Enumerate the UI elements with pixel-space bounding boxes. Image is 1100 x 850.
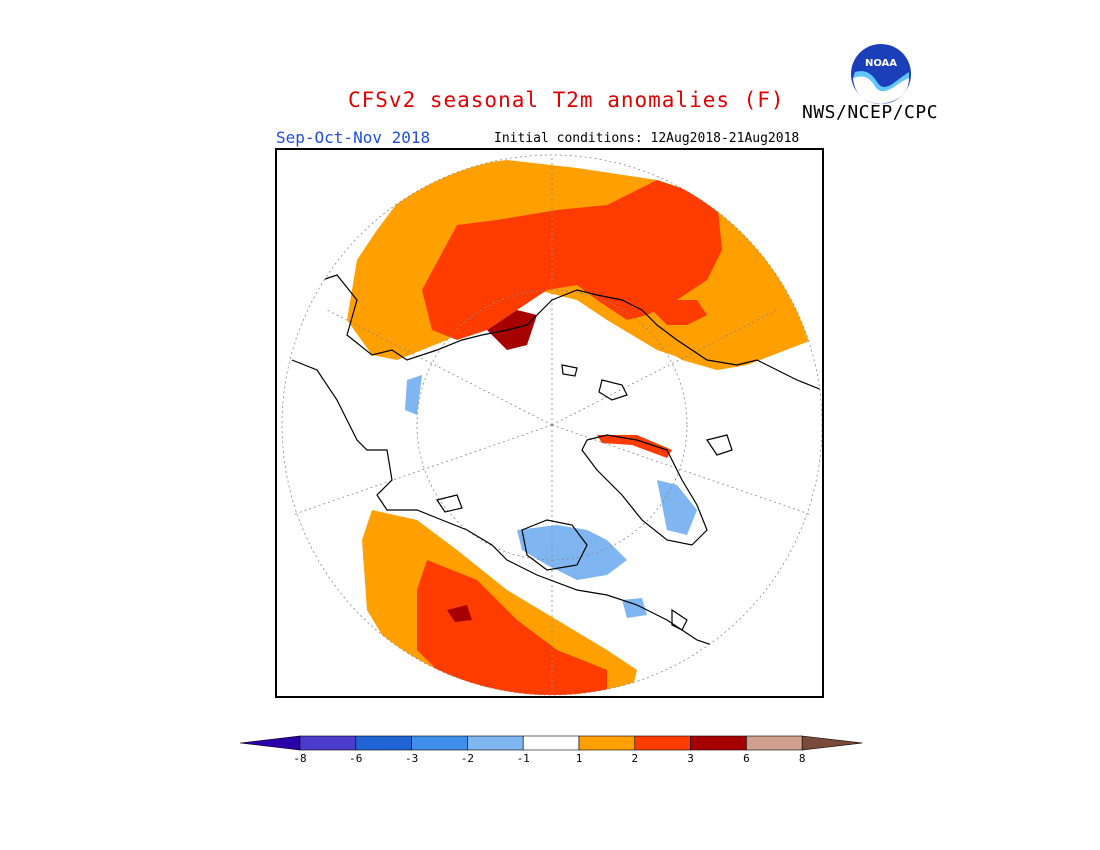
colorbar-tick-label: -8 xyxy=(293,752,307,765)
anomaly-fields xyxy=(347,160,812,695)
colorbar-tick-label: 6 xyxy=(743,752,750,765)
colorbar-bin-8 xyxy=(690,735,747,751)
colorbar-tick-label: 1 xyxy=(575,752,583,765)
cool-region-hudson xyxy=(622,598,647,618)
graticule xyxy=(281,154,822,696)
season-label: Sep-Oct-Nov 2018 xyxy=(276,128,431,147)
noaa-logo: NOAA xyxy=(849,42,913,106)
colorbar-bin-5 xyxy=(522,735,580,751)
colorbar-bin-0 xyxy=(240,735,301,751)
colorbar-tick-label: -3 xyxy=(404,752,419,765)
warm-region-greenland-rim xyxy=(597,435,672,458)
cool-region-arctic-islands xyxy=(517,525,627,580)
colorbar-tick-label: 8 xyxy=(798,752,806,765)
warm-region-eurasia-peak xyxy=(487,310,537,350)
colorbar-bin-2 xyxy=(355,735,412,751)
cool-region-greenland xyxy=(657,480,697,535)
colorbar-bin-3 xyxy=(411,735,468,751)
warm-region-eurasia-core xyxy=(422,180,722,340)
warm-region-namerica-peak xyxy=(447,605,472,622)
colorbar-bin-10 xyxy=(801,735,862,751)
colorbar-bin-6 xyxy=(578,735,636,751)
colorbar-bin-4 xyxy=(467,735,524,751)
coastlines xyxy=(291,274,822,651)
logo-text: NOAA xyxy=(865,58,897,69)
colorbar-tick-label: -1 xyxy=(516,752,530,765)
colorbar-tick-label: -2 xyxy=(460,752,475,765)
colorbar-tick-label: 2 xyxy=(631,752,639,765)
initial-conditions-label: Initial conditions: 12Aug2018-21Aug2018 xyxy=(494,131,800,146)
org-label: NWS/NCEP/CPC xyxy=(802,102,939,123)
colorbar-tick-label: -6 xyxy=(349,752,363,765)
colorbar-bin-1 xyxy=(299,735,357,751)
warm-region-namerica-core xyxy=(417,560,607,695)
polar-map xyxy=(275,148,824,698)
colorbar-bin-7 xyxy=(634,735,691,751)
colorbar-tick-label: 3 xyxy=(687,752,694,765)
cool-region-siberia xyxy=(405,375,422,415)
colorbar xyxy=(240,735,862,751)
colorbar-bin-9 xyxy=(746,735,803,751)
warm-region-east-core xyxy=(652,300,707,325)
